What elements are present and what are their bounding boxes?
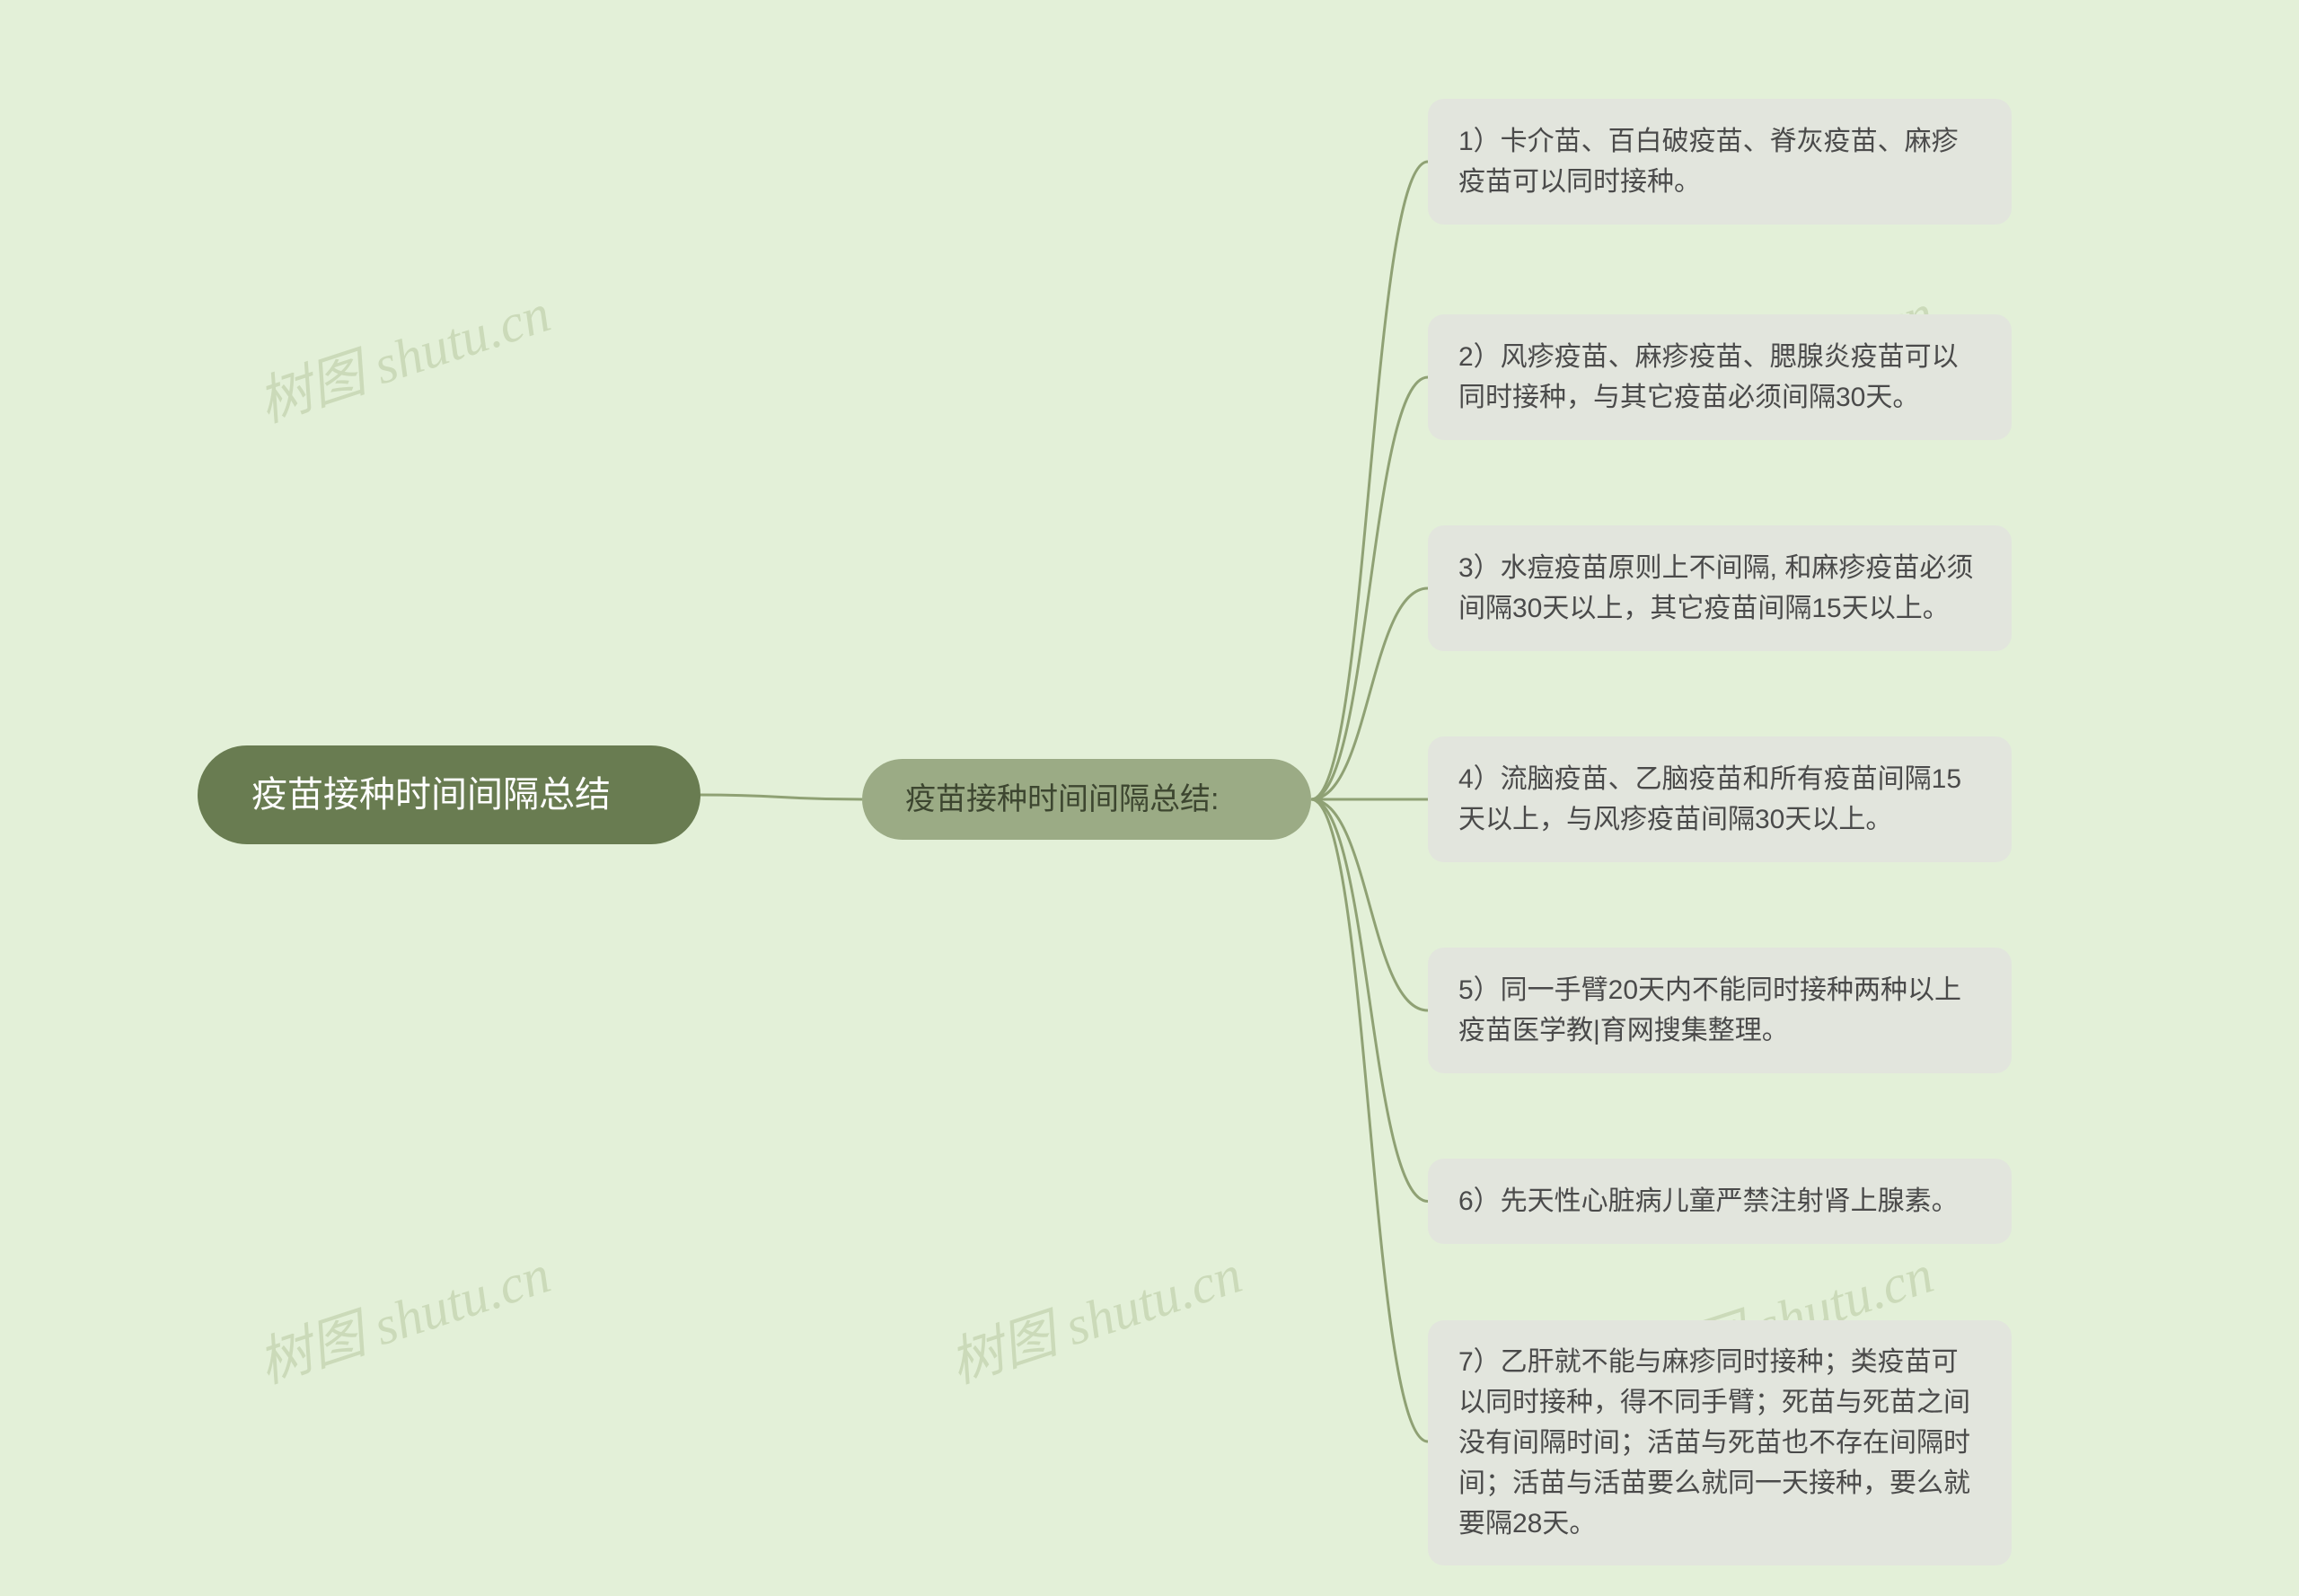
mindmap-canvas: 树图 shutu.cn树图 shutu.cn树图 shutu.cn树图 shut…	[0, 0, 2299, 1596]
leaf-node-3[interactable]: 3）水痘疫苗原则上不间隔, 和麻疹疫苗必须间隔30天以上，其它疫苗间隔15天以上…	[1428, 525, 2012, 651]
leaf-node-2[interactable]: 2）风疹疫苗、麻疹疫苗、腮腺炎疫苗可以同时接种，与其它疫苗必须间隔30天。	[1428, 314, 2012, 440]
leaf-label: 5）同一手臂20天内不能同时接种两种以上疫苗医学教|育网搜集整理。	[1458, 970, 1981, 1051]
leaf-node-1[interactable]: 1）卡介苗、百白破疫苗、脊灰疫苗、麻疹疫苗可以同时接种。	[1428, 99, 2012, 225]
leaf-label: 2）风疹疫苗、麻疹疫苗、腮腺炎疫苗可以同时接种，与其它疫苗必须间隔30天。	[1458, 337, 1981, 418]
leaf-label: 3）水痘疫苗原则上不间隔, 和麻疹疫苗必须间隔30天以上，其它疫苗间隔15天以上…	[1458, 548, 1981, 629]
leaf-node-4[interactable]: 4）流脑疫苗、乙脑疫苗和所有疫苗间隔15天以上，与风疹疫苗间隔30天以上。	[1428, 736, 2012, 862]
sub-node[interactable]: 疫苗接种时间间隔总结:	[862, 759, 1311, 840]
leaf-label: 1）卡介苗、百白破疫苗、脊灰疫苗、麻疹疫苗可以同时接种。	[1458, 121, 1981, 202]
watermark: 树图 shutu.cn	[938, 1230, 1250, 1398]
leaf-label: 4）流脑疫苗、乙脑疫苗和所有疫苗间隔15天以上，与风疹疫苗间隔30天以上。	[1458, 759, 1981, 840]
root-label: 疫苗接种时间间隔总结	[251, 768, 611, 822]
sub-label: 疫苗接种时间间隔总结:	[905, 777, 1219, 823]
leaf-label: 7）乙肝就不能与麻疹同时接种；类疫苗可以同时接种，得不同手臂；死苗与死苗之间没有…	[1458, 1342, 1981, 1544]
watermark: 树图 shutu.cn	[247, 269, 559, 437]
leaf-node-7[interactable]: 7）乙肝就不能与麻疹同时接种；类疫苗可以同时接种，得不同手臂；死苗与死苗之间没有…	[1428, 1320, 2012, 1565]
leaf-label: 6）先天性心脏病儿童严禁注射肾上腺素。	[1458, 1181, 1959, 1221]
leaf-node-5[interactable]: 5）同一手臂20天内不能同时接种两种以上疫苗医学教|育网搜集整理。	[1428, 948, 2012, 1073]
watermark: 树图 shutu.cn	[247, 1230, 559, 1398]
leaf-node-6[interactable]: 6）先天性心脏病儿童严禁注射肾上腺素。	[1428, 1159, 2012, 1244]
root-node[interactable]: 疫苗接种时间间隔总结	[198, 745, 700, 844]
